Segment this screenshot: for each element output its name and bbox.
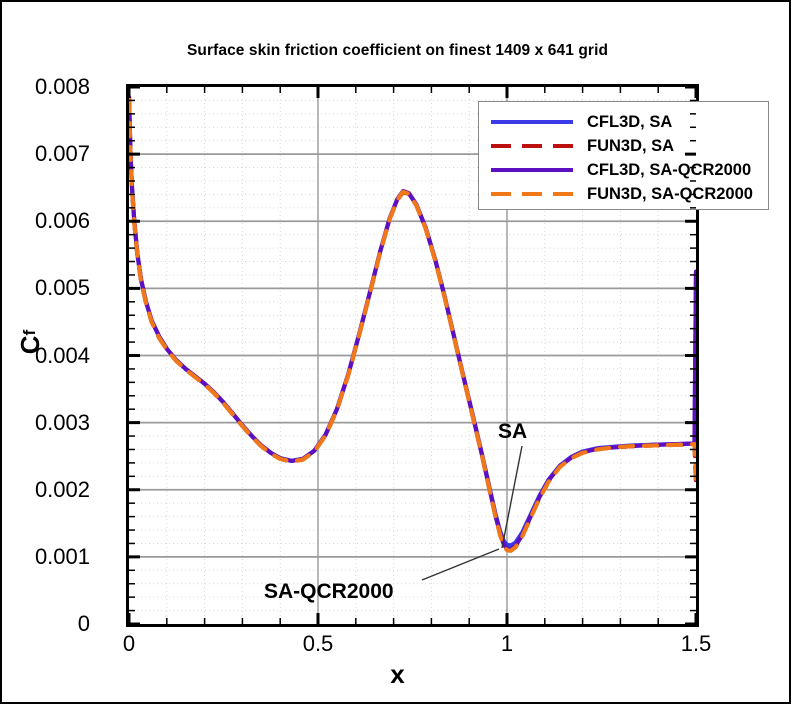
legend-label: FUN3D, SA-QCR2000 [587,184,753,203]
legend-swatch-icon [491,192,573,196]
page-title: Surface skin friction coefficient on fin… [186,42,609,59]
y-tick-label: 0 [77,611,90,636]
legend-item-2[interactable]: CFL3D, SA-QCR2000 [479,158,768,182]
x-axis-title: x [390,659,405,689]
y-axis-title-sub: f [20,329,39,336]
y-tick-label: 0.004 [34,342,90,368]
legend: CFL3D, SA FUN3D, SA CFL3D, SA-QCR2000 FUN3D… [478,101,769,210]
y-tick-label: 0.001 [34,543,90,569]
y-tick-label: 0.002 [34,476,90,502]
chart-svg [129,87,696,624]
y-tick-label: 0.003 [34,409,90,435]
series-line-3 [129,96,696,553]
annotation-sa: SA [498,420,528,443]
legend-swatch-icon [491,144,573,148]
plot-canvas [129,87,696,624]
legend-swatch-icon [491,120,573,124]
legend-swatch-icon [491,168,573,172]
y-tick-label: 0.006 [34,208,90,234]
legend-label: FUN3D, SA [587,136,675,155]
legend-item-3[interactable]: FUN3D, SA-QCR2000 [479,182,768,206]
x-tick-label: 1.5 [680,631,712,656]
x-tick-label: 0 [122,631,136,656]
annotation-sa-qcr2000: SA-QCR2000 [264,580,394,603]
y-tick-label: 0.008 [34,74,90,99]
x-tick-label: 0.5 [302,631,334,656]
y-tick-label: 0.005 [34,275,90,301]
legend-label: CFL3D, SA [587,112,673,131]
x-tick-label: 1 [500,631,514,656]
y-tick-label: 0.007 [34,141,90,167]
legend-item-1[interactable]: FUN3D, SA [479,134,768,158]
legend-label: CFL3D, SA-QCR2000 [587,160,752,179]
legend-item-0[interactable]: CFL3D, SA [479,110,768,134]
